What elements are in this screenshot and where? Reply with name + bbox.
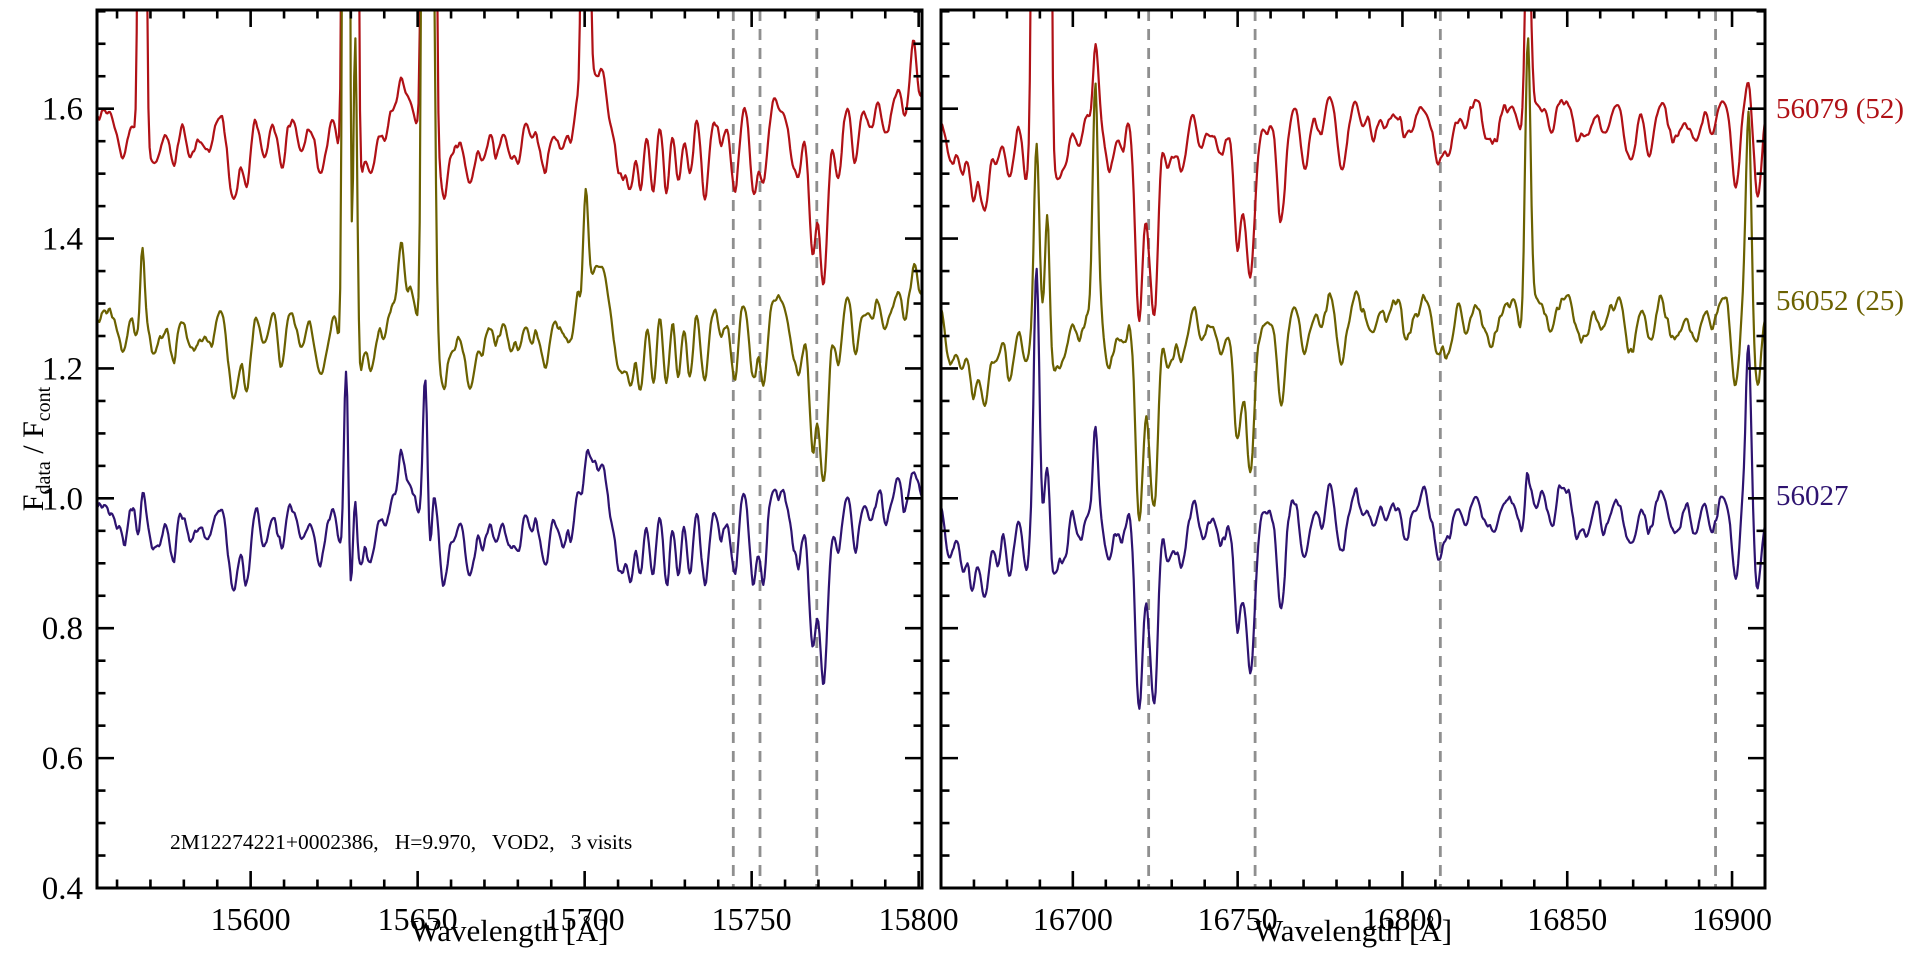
marker-dashed-lines xyxy=(731,10,819,888)
x-tick-label: 16700 xyxy=(1033,901,1113,937)
flux-subscript-data: data xyxy=(33,461,55,495)
y-axis-title: Fdata / Fcont xyxy=(12,299,56,599)
series-label-56079: 56079 (52) xyxy=(1776,93,1905,125)
y-tick-label: 1.2 xyxy=(42,351,83,387)
x-tick-label: 16750 xyxy=(1198,901,1278,937)
x-tick-label: 15800 xyxy=(879,901,959,937)
panel-left: 15600 15650 15700 15750 15800 0.4 0.6 0.8 1.0 1.2… xyxy=(42,8,959,937)
y-tick-label: 0.8 xyxy=(42,611,83,647)
panel-border xyxy=(95,8,924,890)
y-tick-label: 1.0 xyxy=(42,481,83,517)
spectrum-trace-56027 xyxy=(97,370,922,685)
marker-dashed-lines xyxy=(1147,10,1717,888)
axis-ticks xyxy=(97,9,922,890)
axis-ticks xyxy=(939,9,1767,890)
spectrum-trace-56079 xyxy=(97,10,922,286)
flux-subscript-cont: cont xyxy=(33,386,55,422)
series-label-56027: 56027 xyxy=(1776,480,1849,512)
x-axis-title-left-panel: Wavelength [Å] xyxy=(410,913,609,948)
y-tick-label: 0.4 xyxy=(42,871,83,907)
x-tick-label: 16900 xyxy=(1692,901,1772,937)
x-tick-label: 15700 xyxy=(545,901,625,937)
y-tick-label: 1.4 xyxy=(42,222,83,258)
spectrum-trace-56027 xyxy=(941,267,1765,710)
panel-border xyxy=(939,8,1767,890)
panel-right: 16700 16750 16800 16850 16900 xyxy=(939,8,1772,937)
y-tick-label: 0.6 xyxy=(42,741,83,777)
flux-symbol: F xyxy=(17,494,50,512)
series-label-56052: 56052 (25) xyxy=(1776,285,1905,317)
target-annotation: 2M12274221+0002386, H=9.970, VOD2, 3 vis… xyxy=(170,830,633,854)
spectrum-trace-56052 xyxy=(97,10,922,482)
x-tick-label: 16800 xyxy=(1362,901,1442,937)
flux-divider: / xyxy=(17,445,50,454)
y-tick-label: 1.6 xyxy=(42,92,83,128)
spectrum-trace-56052 xyxy=(941,37,1765,522)
spectrum-trace-56079 xyxy=(941,10,1765,323)
x-axis-title-right-panel: Wavelength [Å] xyxy=(1253,913,1453,948)
flux-symbol-2: F xyxy=(17,421,50,438)
x-tick-label: 15650 xyxy=(378,901,458,937)
x-tick-label: 16850 xyxy=(1527,901,1607,937)
x-tick-label: 15600 xyxy=(211,901,291,937)
x-tick-label: 15750 xyxy=(712,901,792,937)
